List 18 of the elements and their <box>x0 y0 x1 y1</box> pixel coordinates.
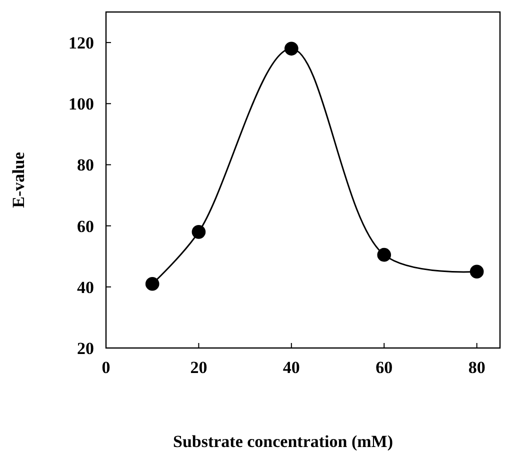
x-tick-label: 0 <box>102 358 110 377</box>
x-tick-label: 40 <box>282 358 300 377</box>
point <box>145 276 160 291</box>
point <box>377 248 392 262</box>
y-tick-label: 120 <box>68 33 94 52</box>
x-tick-label: 60 <box>376 358 393 377</box>
x-tick-label: 80 <box>468 358 486 377</box>
point <box>284 42 298 56</box>
y-tick-label: 60 <box>77 216 94 236</box>
point <box>192 225 206 239</box>
y-tick-label: 80 <box>77 156 94 175</box>
y-tick-label: 20 <box>77 338 94 358</box>
point <box>470 264 484 279</box>
y-axis-title: E-value <box>9 152 28 208</box>
y-tick-label: 100 <box>68 94 94 114</box>
x-axis-title: Substrate concentration (mM) <box>172 432 394 451</box>
y-tick-label: 40 <box>77 278 94 297</box>
x-tick-label: 20 <box>190 358 208 377</box>
